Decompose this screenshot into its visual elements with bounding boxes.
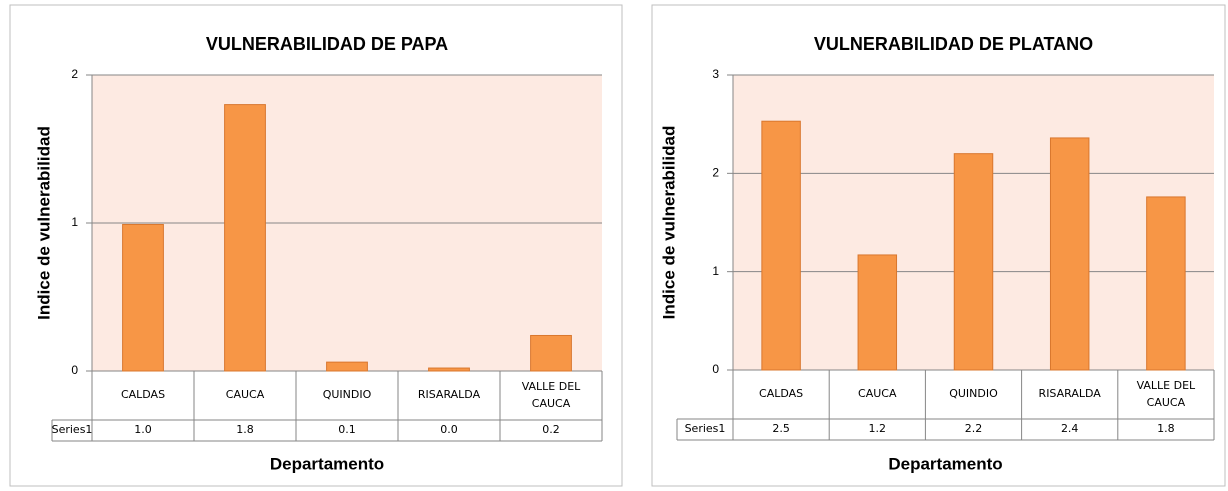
table-cell: CALDAS: [759, 387, 804, 401]
cell-text: 2.5: [772, 422, 790, 436]
bar: [953, 153, 994, 371]
cell-text: VALLE DEL CAUCA: [1136, 379, 1196, 409]
cell-text: 0.2: [542, 423, 560, 437]
bar: [1146, 196, 1186, 371]
table-cell: VALLE DEL CAUCA: [521, 380, 581, 410]
cell-text: Series1: [52, 423, 92, 437]
table-cell: QUINDIO: [949, 387, 998, 401]
cell-text: QUINDIO: [949, 387, 998, 401]
x-axis-label: Departamento: [270, 454, 384, 473]
cell-text: 2.2: [964, 422, 983, 436]
bar: [1049, 137, 1090, 371]
bar: [326, 361, 368, 372]
y-tick-label: 1: [71, 215, 78, 229]
cell-text: CALDAS: [759, 387, 804, 401]
cell-text: CAUCA: [858, 387, 897, 401]
bar: [224, 104, 266, 372]
cell-text: QUINDIO: [322, 388, 372, 402]
table-cell: 0.1: [338, 423, 356, 437]
table-cell: 0.2: [542, 423, 560, 437]
cell-text: 1.8: [1157, 422, 1175, 436]
cell-text: CALDAS: [120, 388, 166, 402]
y-tick-label: 3: [712, 67, 719, 81]
table-cell: 2.4: [1060, 422, 1079, 436]
chart-title: VULNERABILIDAD DE PAPA: [206, 34, 448, 54]
y-tick-label: 2: [712, 166, 719, 180]
table-cell: VALLE DEL CAUCA: [1136, 379, 1196, 409]
table-cell: CAUCA: [858, 387, 897, 401]
cell-text: VALLE DEL CAUCA: [521, 380, 581, 410]
x-axis-label: Departamento: [888, 454, 1002, 473]
table-cell: RISARALDA: [417, 388, 481, 402]
table-cell: 2.5: [772, 422, 790, 436]
table-cell: CALDAS: [120, 388, 166, 402]
table-cell: CAUCA: [225, 388, 265, 402]
cell-text: CAUCA: [225, 388, 265, 402]
y-tick-label: 0: [712, 362, 719, 376]
bar: [530, 334, 572, 372]
y-tick-label: 1: [712, 264, 719, 278]
table-cell: QUINDIO: [322, 388, 372, 402]
y-tick-label: 0: [71, 363, 78, 377]
cell-text: 1.8: [236, 423, 254, 437]
cell-text: 1.2: [868, 422, 887, 436]
table-cell: 1.2: [868, 422, 887, 436]
table-cell: 0.0: [440, 423, 458, 437]
bar: [857, 254, 898, 371]
table-cell: RISARALDA: [1038, 387, 1101, 401]
cell-text: 2.4: [1060, 422, 1079, 436]
y-axis-label: Indice de vulnerabilidad: [34, 126, 53, 320]
cell-text: 1.0: [134, 423, 152, 437]
cell-text: 0.0: [440, 423, 458, 437]
table-cell: 1.8: [236, 423, 254, 437]
y-axis-label: Indice de vulnerabilidad: [659, 126, 678, 320]
table-cell: 2.2: [964, 422, 983, 436]
cell-text: RISARALDA: [1038, 387, 1101, 401]
bar: [761, 120, 801, 371]
table-cell: 1.8: [1157, 422, 1175, 436]
bar: [122, 223, 164, 372]
cell-text: RISARALDA: [417, 388, 481, 402]
cell-text: 0.1: [338, 423, 356, 437]
y-tick-label: 2: [71, 67, 78, 81]
bar: [428, 367, 470, 372]
chart-title: VULNERABILIDAD DE PLATANO: [814, 34, 1093, 54]
cell-text: Series1: [684, 422, 726, 436]
table-cell: Series1: [684, 422, 726, 436]
table-cell: Series1: [52, 423, 92, 437]
table-cell: 1.0: [134, 423, 152, 437]
